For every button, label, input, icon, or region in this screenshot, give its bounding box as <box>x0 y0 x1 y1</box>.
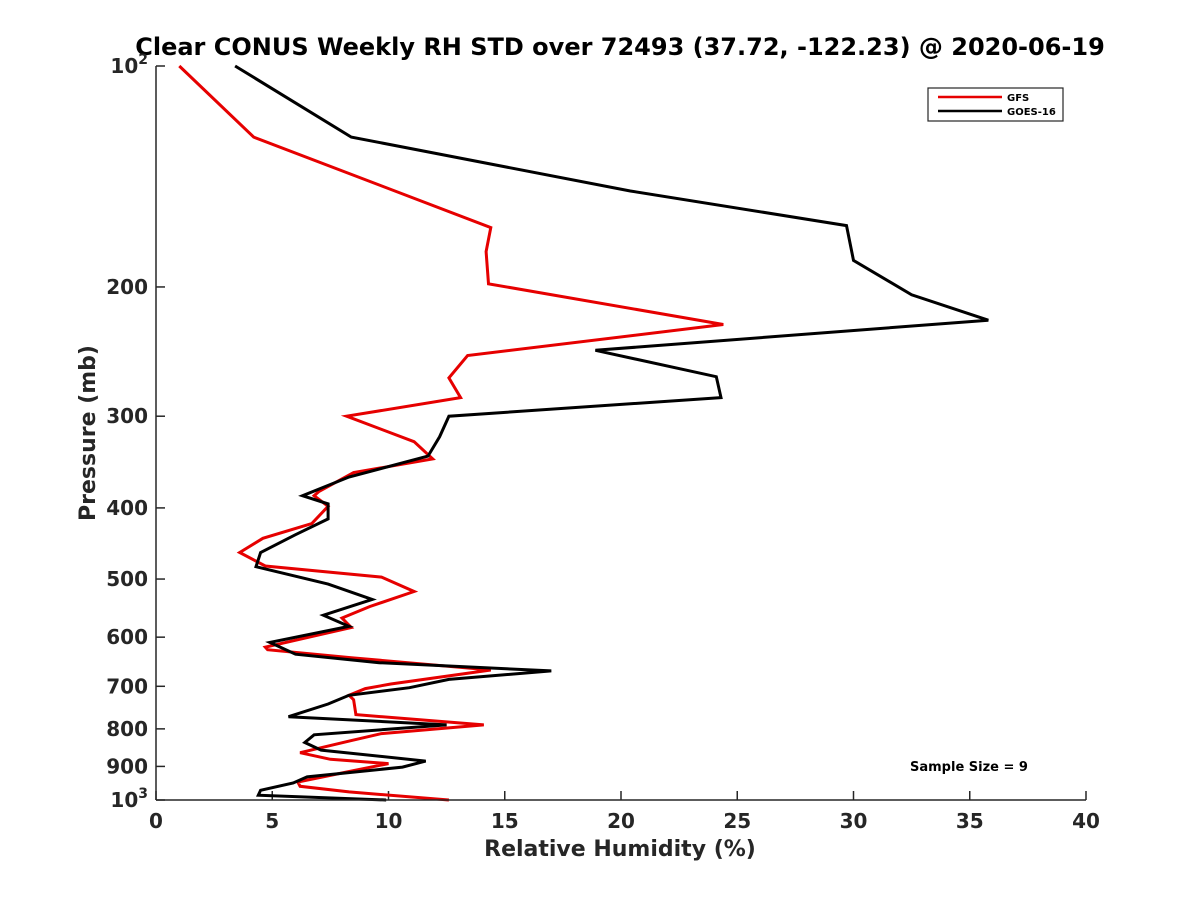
y-tick-label: 600 <box>106 625 148 649</box>
x-axis-label: Relative Humidity (%) <box>484 837 756 862</box>
legend: GFS GOES-16 <box>927 87 1064 122</box>
y-tick-label: 103 <box>110 786 148 812</box>
y-tick-label: 800 <box>106 717 148 741</box>
sample-size-annotation: Sample Size = 9 <box>910 760 1028 775</box>
x-tick-label: 40 <box>1072 809 1100 833</box>
series-lines <box>178 64 989 802</box>
y-tick-exponent: 2 <box>138 52 148 68</box>
y-tick-label: 500 <box>106 567 148 591</box>
series-line-gfs <box>178 64 724 802</box>
y-tick-base: 10 <box>110 788 138 812</box>
x-tick-label: 5 <box>265 809 279 833</box>
x-tick-label: 0 <box>149 809 163 833</box>
y-tick-exponent: 3 <box>138 786 148 802</box>
y-tick-label: 400 <box>106 496 148 520</box>
x-tick-label: 15 <box>491 809 519 833</box>
x-tick-label: 30 <box>840 809 868 833</box>
x-tick-label: 35 <box>956 809 984 833</box>
x-tick-label: 20 <box>607 809 635 833</box>
series-line-goes16 <box>234 64 989 802</box>
chart-title: Clear CONUS Weekly RH STD over 72493 (37… <box>135 33 1105 61</box>
y-tick-label: 900 <box>106 754 148 778</box>
y-tick-label: 300 <box>106 404 148 428</box>
x-axis-ticks: 0 5 10 15 20 25 30 35 40 <box>149 791 1100 833</box>
y-tick-label: 102 <box>110 52 148 78</box>
legend-label-gfs: GFS <box>1007 93 1029 104</box>
legend-label-goes16: GOES-16 <box>1007 107 1056 118</box>
y-tick-label: 200 <box>106 275 148 299</box>
y-tick-base: 10 <box>110 54 138 78</box>
y-tick-label: 700 <box>106 674 148 698</box>
x-tick-label: 25 <box>723 809 751 833</box>
x-tick-label: 10 <box>375 809 403 833</box>
legend-box <box>927 87 1064 122</box>
y-axis-label: Pressure (mb) <box>76 345 101 521</box>
